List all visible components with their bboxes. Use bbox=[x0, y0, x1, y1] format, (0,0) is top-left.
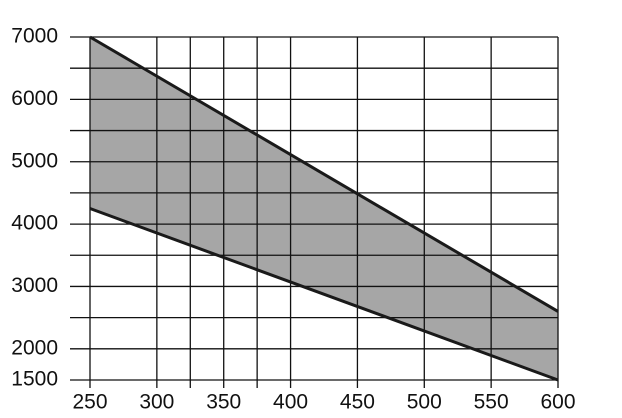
y-tick-label: 2000 bbox=[11, 336, 58, 359]
line bbox=[89, 207, 559, 382]
y-tick-label: 6000 bbox=[11, 87, 58, 110]
y-tick-label: 7000 bbox=[11, 25, 58, 48]
x-tick-label: 350 bbox=[206, 391, 241, 414]
line bbox=[89, 35, 559, 313]
x-tick-label: 450 bbox=[340, 391, 375, 414]
y-tick-label: 5000 bbox=[11, 149, 58, 172]
y-tick-label: 3000 bbox=[11, 274, 58, 297]
x-tick-label: 400 bbox=[273, 391, 308, 414]
x-tick-label: 250 bbox=[72, 391, 107, 414]
y-tick-label: 1500 bbox=[11, 368, 58, 391]
x-tick-label: 550 bbox=[474, 391, 509, 414]
x-tick-label: 600 bbox=[540, 391, 575, 414]
band-fill bbox=[90, 37, 558, 380]
x-tick-label: 500 bbox=[407, 391, 442, 414]
y-tick-label: 4000 bbox=[11, 212, 58, 235]
x-tick-label: 300 bbox=[139, 391, 174, 414]
